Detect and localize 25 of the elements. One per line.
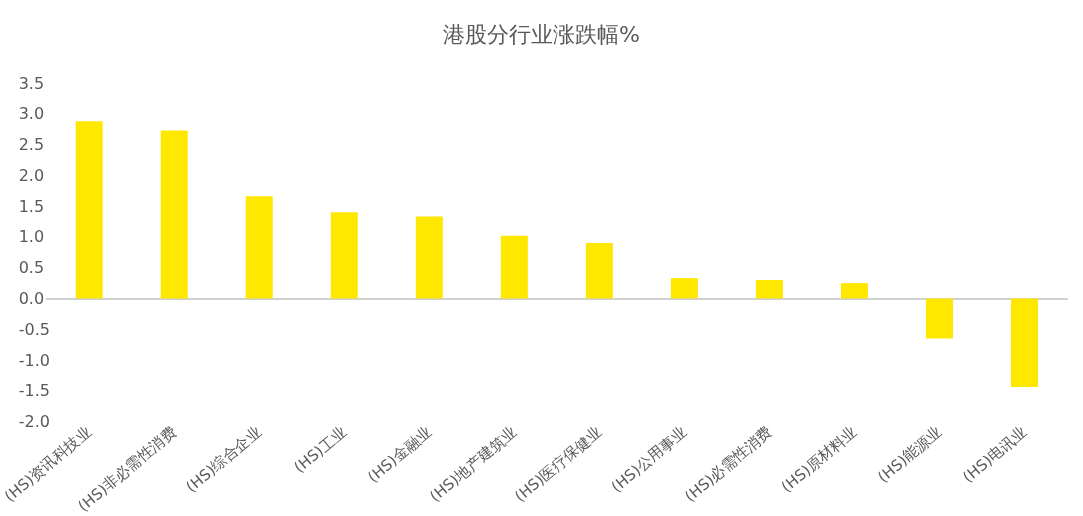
bar	[755, 279, 783, 299]
bar	[925, 298, 953, 339]
y-tick-label: -2.0	[18, 412, 50, 432]
bar	[670, 278, 698, 299]
y-tick-label: -1.0	[18, 350, 50, 370]
y-tick-label: 3.5	[18, 73, 45, 93]
bar	[415, 216, 443, 299]
y-tick-label: 3.0	[18, 104, 45, 124]
bar	[585, 243, 613, 299]
chart-title: 港股分行业涨跌幅%	[443, 21, 640, 47]
y-tick-label: 0.0	[18, 288, 45, 308]
y-tick-label: 2.5	[18, 135, 45, 155]
bar	[500, 235, 528, 299]
y-tick-label: 1.5	[18, 196, 45, 216]
y-tick-label: -0.5	[18, 319, 50, 339]
y-tick-label: 0.5	[18, 258, 45, 278]
y-tick-label: 1.0	[18, 227, 45, 247]
bar	[75, 121, 103, 299]
y-tick-label: 2.0	[18, 165, 45, 185]
bar	[245, 196, 273, 299]
y-tick-label: -1.5	[18, 381, 50, 401]
bar	[1010, 298, 1038, 388]
bar	[330, 212, 358, 299]
bar	[840, 283, 868, 299]
bar	[160, 130, 188, 299]
